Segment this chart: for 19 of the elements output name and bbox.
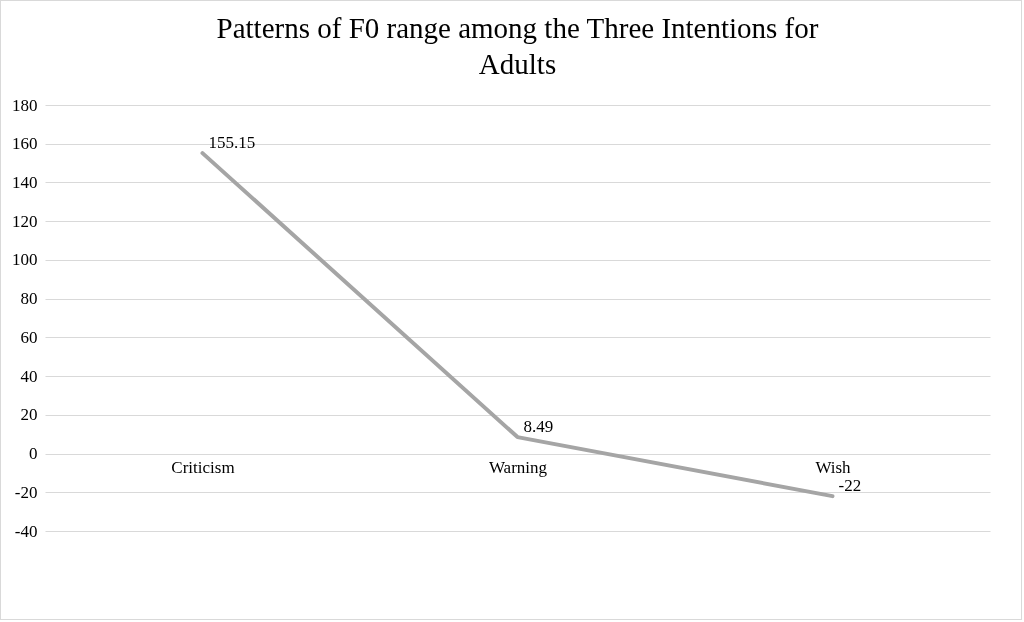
y-tick-label: 0 [29, 444, 38, 464]
x-tick-label: Warning [488, 458, 548, 478]
chart-title: Patterns of F0 range among the Three Intentions for Adults [216, 12, 819, 80]
y-tick-label: 20 [20, 405, 38, 425]
y-tick-label: 40 [20, 366, 38, 386]
y-tick-label: 180 [12, 95, 38, 115]
data-label: -22 [838, 476, 862, 496]
y-tick-label: 140 [12, 172, 38, 192]
y-tick-label: 80 [20, 289, 38, 309]
y-tick-label: -40 [14, 521, 38, 541]
y-tick-label: 100 [12, 250, 38, 270]
x-tick-label: Criticism [171, 458, 235, 478]
y-tick-label: -20 [14, 482, 38, 502]
data-label: 8.49 [523, 417, 554, 437]
y-tick-label: 60 [20, 327, 38, 347]
y-tick-label: 120 [12, 211, 38, 231]
data-label: 155.15 [208, 133, 256, 153]
x-tick-label: Wish [815, 458, 852, 478]
y-tick-label: 160 [12, 134, 38, 154]
